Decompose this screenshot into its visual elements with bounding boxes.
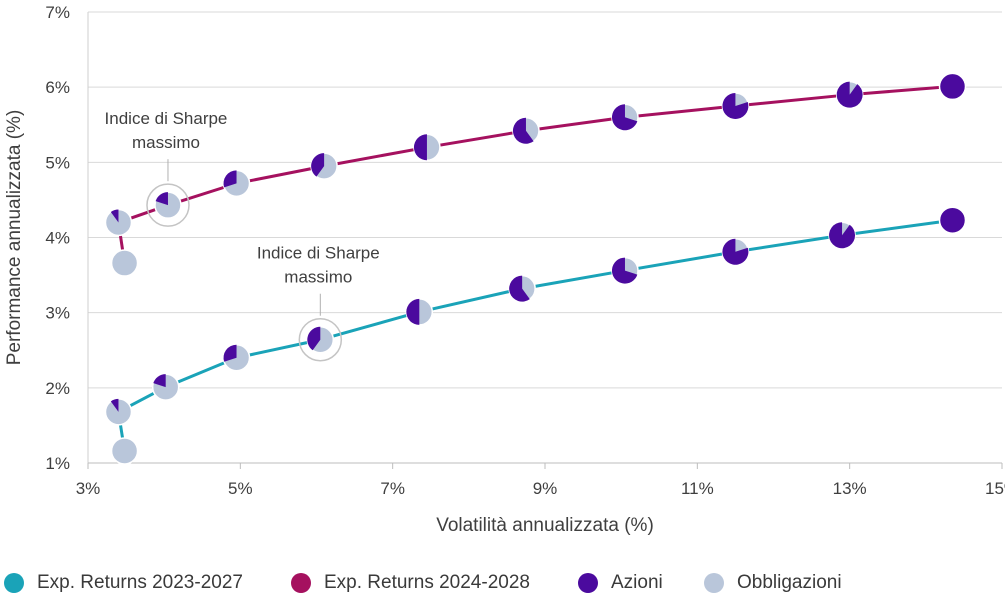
y-tick-label: 6%: [45, 78, 70, 97]
pie-equity-slice: [110, 398, 119, 412]
pie-marker: [110, 249, 139, 277]
x-tick-label: 3%: [76, 479, 101, 498]
pie-equity-slice: [829, 222, 856, 249]
pie-marker: [110, 437, 139, 465]
pie-equity-slice: [836, 81, 863, 108]
pie-marker: [104, 398, 133, 426]
pie-equity-slice: [722, 238, 749, 265]
legend-label: Obbligazioni: [737, 572, 842, 593]
series-line-1: [116, 218, 954, 453]
pie-equity-slice: [110, 209, 119, 223]
pie-marker: [222, 344, 251, 372]
pie-equity-slice: [722, 92, 749, 119]
pie-equity-slice: [509, 275, 530, 302]
pie-bond-slice: [110, 249, 139, 277]
y-tick-label: 3%: [45, 304, 70, 323]
pie-marker: [154, 191, 182, 219]
x-tick-label: 5%: [228, 479, 253, 498]
pie-marker: [721, 238, 750, 266]
chart: 1% 2% 3% 4% 5% 6% 7% 3% 5% 7% 9% 11% 13% 15% Volatilit…: [4, 3, 1005, 536]
legend: Exp. Returns 2023-2027 Exp. Returns 2024…: [0, 566, 1005, 600]
pie-marker: [508, 274, 536, 303]
legend-dot-magenta-icon: [291, 573, 311, 593]
pie-marker: [222, 169, 251, 198]
y-tick-label: 7%: [45, 3, 70, 22]
legend-label: Azioni: [611, 572, 663, 593]
pie-marker: [104, 208, 133, 237]
pie-equity-slice: [307, 326, 321, 351]
y-tick-label: 1%: [45, 454, 70, 473]
y-tick-label: 4%: [45, 229, 70, 248]
x-tick-label: 15%: [985, 479, 1005, 498]
legend-dot-grey-icon: [704, 573, 724, 593]
pie-bond-slice: [110, 437, 139, 465]
legend-item-azioni: Azioni: [578, 572, 663, 594]
pie-marker: [151, 373, 180, 401]
y-tick-label: 2%: [45, 379, 70, 398]
pie-marker: [306, 325, 335, 354]
sharpe-highlight-ring: [298, 317, 343, 362]
legend-item-series-2: Exp. Returns 2024-2028: [291, 572, 530, 594]
pie-equity-slice: [223, 170, 237, 188]
legend-label: Exp. Returns 2024-2028: [324, 572, 530, 593]
pie-equity-slice: [311, 153, 325, 177]
legend-dot-teal-icon: [4, 573, 24, 593]
pie-marker: [405, 298, 434, 326]
x-tick-label: 7%: [380, 479, 405, 498]
annotation-label: massimo: [284, 268, 352, 287]
pie-equity-slice: [413, 134, 427, 161]
pie-equity-slice: [406, 298, 420, 325]
pie-marker: [938, 72, 967, 101]
legend-item-series-1: Exp. Returns 2023-2027: [4, 572, 243, 594]
pie-marker: [413, 133, 441, 162]
pie-marker: [828, 221, 856, 249]
pie-equity-slice: [938, 72, 967, 101]
pie-marker: [938, 206, 967, 234]
legend-dot-purple-icon: [578, 573, 598, 593]
pie-equity-slice: [938, 206, 967, 234]
pie-bond-slice: [104, 208, 133, 237]
pie-marker: [310, 152, 338, 180]
pie-marker: [721, 92, 750, 120]
pie-equity-slice: [155, 192, 168, 206]
y-tick-label: 5%: [45, 153, 70, 172]
pie-marker: [611, 103, 639, 131]
y-axis-title: Performance annualizzata (%): [4, 110, 25, 366]
pie-marker: [611, 256, 639, 285]
pie-equity-slice: [611, 104, 638, 131]
x-tick-label: 9%: [533, 479, 558, 498]
x-tick-label: 11%: [681, 479, 714, 498]
pie-equity-slice: [512, 117, 534, 144]
pie-marker: [512, 117, 540, 145]
pie-bond-slice: [104, 398, 133, 426]
pie-equity-slice: [153, 374, 166, 388]
legend-item-obbligazioni: Obbligazioni: [704, 572, 842, 594]
x-axis-title: Volatilità annualizzata (%): [436, 515, 654, 536]
pie-equity-slice: [611, 257, 638, 284]
annotation-label: Indice di Sharpe: [257, 244, 380, 263]
annotation-label: Indice di Sharpe: [105, 109, 228, 128]
annotation-label: massimo: [132, 133, 200, 152]
x-tick-label: 13%: [833, 479, 867, 498]
legend-label: Exp. Returns 2023-2027: [37, 572, 243, 593]
pie-equity-slice: [223, 344, 237, 362]
sharpe-highlight-ring: [146, 183, 190, 227]
pie-marker: [835, 80, 864, 109]
